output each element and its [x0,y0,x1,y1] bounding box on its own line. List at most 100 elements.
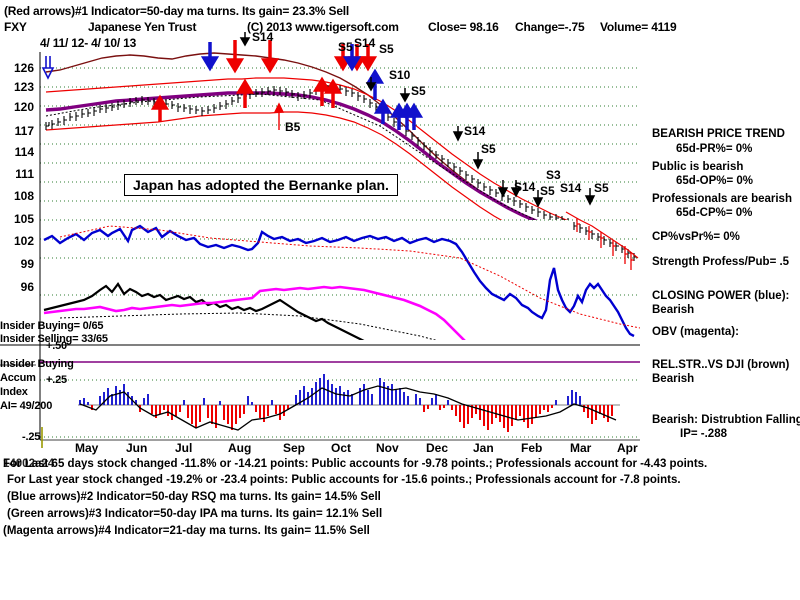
change-label: Change=-.75 [515,20,585,34]
footer-line-1: For Last 65 days stock changed -11.8% or… [3,458,708,470]
signal-label-s10: S10 [389,68,411,82]
gridlines-main [40,67,640,438]
y-tick-126: 126 [13,61,34,75]
recent-price-bars [573,222,637,261]
trend-title: BEARISH PRICE TREND [652,128,785,140]
lower-band-line [45,111,503,220]
cp-value: Bearish [652,304,695,316]
accum-index-line2: Accum [0,372,36,384]
trend-pr: 65d-PR%= 0% [676,143,753,155]
public-op: 65d-OP%= 0% [676,175,754,187]
signal-label-s5-6: S5 [594,181,609,195]
mid-red-dotted [59,225,640,329]
signal-label-s14-1: S14 [252,30,274,44]
x-tick-oct: Oct [331,441,352,455]
accum-tick-minus25: -.25 [22,431,41,443]
x-tick-jan: Jan [473,441,494,455]
obv-dotted-band [59,312,437,340]
accum-index-line1: Insider Buying [0,358,74,370]
signal-label-s14-4: S14 [514,180,536,194]
signal-label-s5-4: S5 [481,142,496,156]
x-tick-apr: Apr [617,441,638,455]
right-red-trend [565,211,639,259]
pro-cp: 65d-CP%= 0% [676,207,753,219]
security-name: Japanese Yen Trust [88,20,197,34]
signal-label-s14-3: S14 [464,124,486,138]
chart-note-box: Japan has adopted the Bernanke plan. [124,174,398,196]
footer-line-4: (Green arrows)#3 Indicator=50-day IPA ma… [7,508,383,520]
y-tick-111: 111 [15,167,34,181]
dist-title: Bearish: Distrubtion Falling [652,414,800,426]
footer-line-3: (Blue arrows)#2 Indicator=50-day RSQ ma … [7,491,381,503]
blue-hollow-arrow [41,56,55,80]
signal-label-s5-3: S5 [411,84,426,98]
accum-tick-plus50: +.50 [46,340,67,352]
signal-label-b5: B5 [285,120,301,134]
strength-ratio: Strength Profess/Pub= .5 [652,256,790,268]
x-tick-jul: Jul [175,441,193,455]
x-tick-may: May [75,441,99,455]
y-tick-117: 117 [14,124,34,138]
x-tick-mar: Mar [570,441,592,455]
cp-vs-pr: CP%vsPr%= 0% [652,231,740,243]
rel-title: REL.STR..VS DJI (brown) [652,359,790,371]
price-panel [45,52,569,220]
close-label: Close= 98.16 [428,20,499,34]
x-tick-nov: Nov [376,441,399,455]
signal-label-s5-1: S5 [338,40,353,54]
closing-power-line [43,224,635,338]
secondary-ma-line [45,93,537,220]
signal-label-s14-2: S14 [354,36,376,50]
y-tick-99: 99 [20,257,34,271]
y-tick-102: 102 [13,234,34,248]
accum-dist-panel [78,374,620,432]
insider-selling-label: Insider Selling= 33/65 [0,333,108,345]
price-ma-line [45,91,538,220]
copyright-label: (C) 2013 www.tigersoft.com [247,20,399,34]
footer-line-5: (Magenta arrows)#4 Indicator=21-day ma t… [3,525,370,537]
y-tick-96: 96 [20,280,34,294]
black-signal-arrow [239,32,596,208]
rel-value: Bearish [652,373,695,385]
footer-overlap-text: 14002a24 [3,458,55,470]
y-tick-123: 123 [13,80,34,94]
header-indicator-line: (Red arrows)#1 Indicator=50-day ma turns… [4,4,350,18]
accum-index-line3: Index [0,386,28,398]
y-tick-120: 120 [13,100,34,114]
rel-str-line [45,52,536,220]
signal-label-s5-5: S5 [540,184,555,198]
signal-label-s3: S3 [546,168,561,182]
x-tick-sep: Sep [283,441,306,455]
red-up-arrow [150,76,343,122]
x-tick-dec: Dec [426,441,449,455]
accum-bars [79,374,613,432]
y-tick-114: 114 [14,145,34,159]
b5-arrow [273,102,285,130]
indicator-panel [43,224,640,340]
date-range-label: 4/ 11/ 12- 4/ 10/ 13 [40,36,137,50]
signal-label-s14-5: S14 [560,181,582,195]
cp-title: CLOSING POWER (blue): [652,290,790,302]
signal-arrows [41,32,596,208]
signal-label-s5-2: S5 [379,42,394,56]
y-tick-108: 108 [13,189,34,203]
accum-overlay-line [79,385,617,431]
pro-line: Professionals are bearish [652,193,792,205]
footer-line-2: For Last year stock changed -19.2% or -2… [7,474,681,486]
insider-buying-label: Insider Buying= 0/65 [0,320,104,332]
dist-ip: IP= -.288 [680,428,727,440]
accum-index-value: AI= 49/200 [0,400,53,412]
y-tick-105: 105 [13,212,34,226]
blue-arrow [200,42,424,130]
obv-title: OBV (magenta): [652,326,739,338]
x-tick-feb: Feb [521,441,543,455]
public-line: Public is bearish [652,161,744,173]
recent-red-bars [576,218,634,270]
volume-label: Volume= 4119 [600,20,677,34]
x-tick-aug: Aug [228,441,252,455]
ticker-symbol: FXY [4,20,27,34]
obv-black-line [43,282,365,340]
obv-magenta-line [43,285,466,340]
